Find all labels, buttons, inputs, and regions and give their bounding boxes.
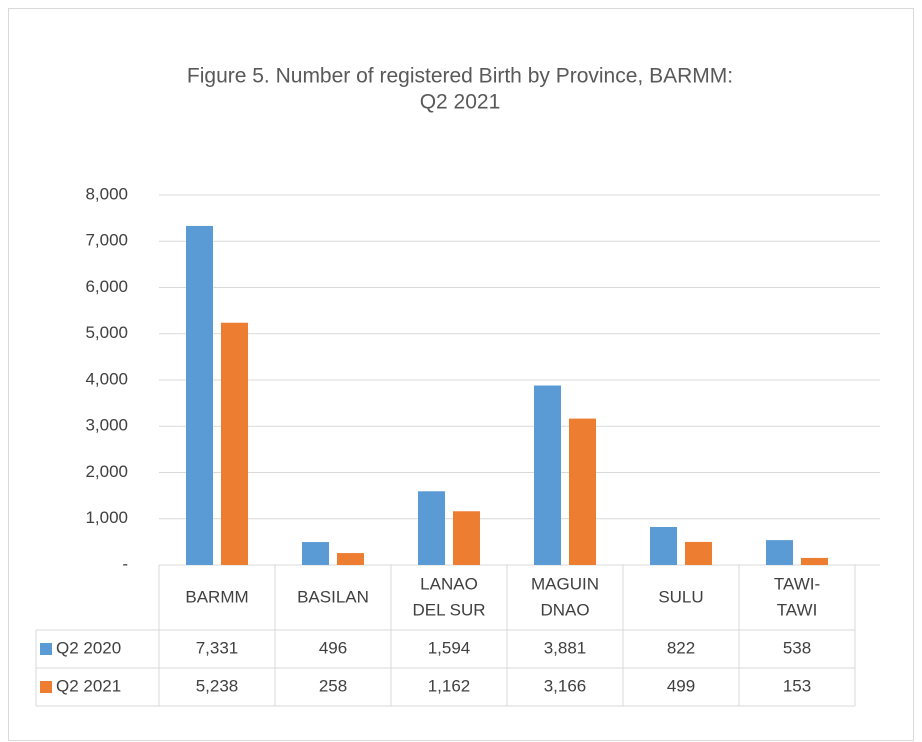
bar: [302, 542, 329, 565]
bar: [569, 418, 596, 565]
y-tick-label: -: [122, 554, 128, 573]
table-value: 538: [783, 638, 811, 657]
table-value: 496: [319, 638, 347, 657]
x-tick-label: BARMM: [185, 587, 248, 606]
y-tick-label: 7,000: [85, 231, 128, 250]
y-tick-label: 1,000: [85, 508, 128, 527]
chart-title: Figure 5. Number of registered Birth by …: [187, 65, 733, 88]
table-value: 7,331: [196, 638, 239, 657]
y-tick-label: 3,000: [85, 416, 128, 435]
bar: [186, 225, 213, 565]
y-tick-label: 5,000: [85, 323, 128, 342]
bar: [650, 526, 677, 565]
x-tick-label: SULU: [658, 587, 703, 606]
bar: [685, 541, 712, 565]
table-value: 153: [783, 676, 811, 695]
bar: [337, 553, 364, 565]
table-value: 258: [319, 676, 347, 695]
table-value: 822: [667, 638, 695, 657]
x-tick-label: TAWI: [777, 600, 818, 619]
bar: [453, 511, 480, 565]
x-tick-label: DEL SUR: [412, 600, 485, 619]
table-value: 3,166: [544, 676, 587, 695]
legend-label: Q2 2021: [56, 676, 121, 695]
y-tick-label: 6,000: [85, 277, 128, 296]
chart-border: [8, 8, 914, 741]
bar: [534, 385, 561, 565]
x-tick-label: BASILAN: [297, 587, 369, 606]
bar: [221, 322, 248, 565]
x-tick-label: DNAO: [540, 600, 589, 619]
table-value: 1,162: [428, 676, 471, 695]
chart-title: Q2 2021: [420, 91, 501, 114]
legend-swatch: [40, 643, 52, 655]
y-tick-label: 2,000: [85, 462, 128, 481]
bar: [766, 540, 793, 565]
table-value: 5,238: [196, 676, 239, 695]
bar: [801, 557, 828, 565]
x-tick-label: MAGUIN: [531, 574, 599, 593]
table-value: 499: [667, 676, 695, 695]
x-tick-label: LANAO: [420, 574, 478, 593]
y-tick-label: 4,000: [85, 369, 128, 388]
x-tick-label: TAWI-: [774, 574, 820, 593]
table-value: 1,594: [428, 638, 471, 657]
table-value: 3,881: [544, 638, 587, 657]
bar: [418, 491, 445, 565]
legend-swatch: [40, 681, 52, 693]
legend-label: Q2 2020: [56, 638, 121, 657]
y-tick-label: 8,000: [85, 184, 128, 203]
